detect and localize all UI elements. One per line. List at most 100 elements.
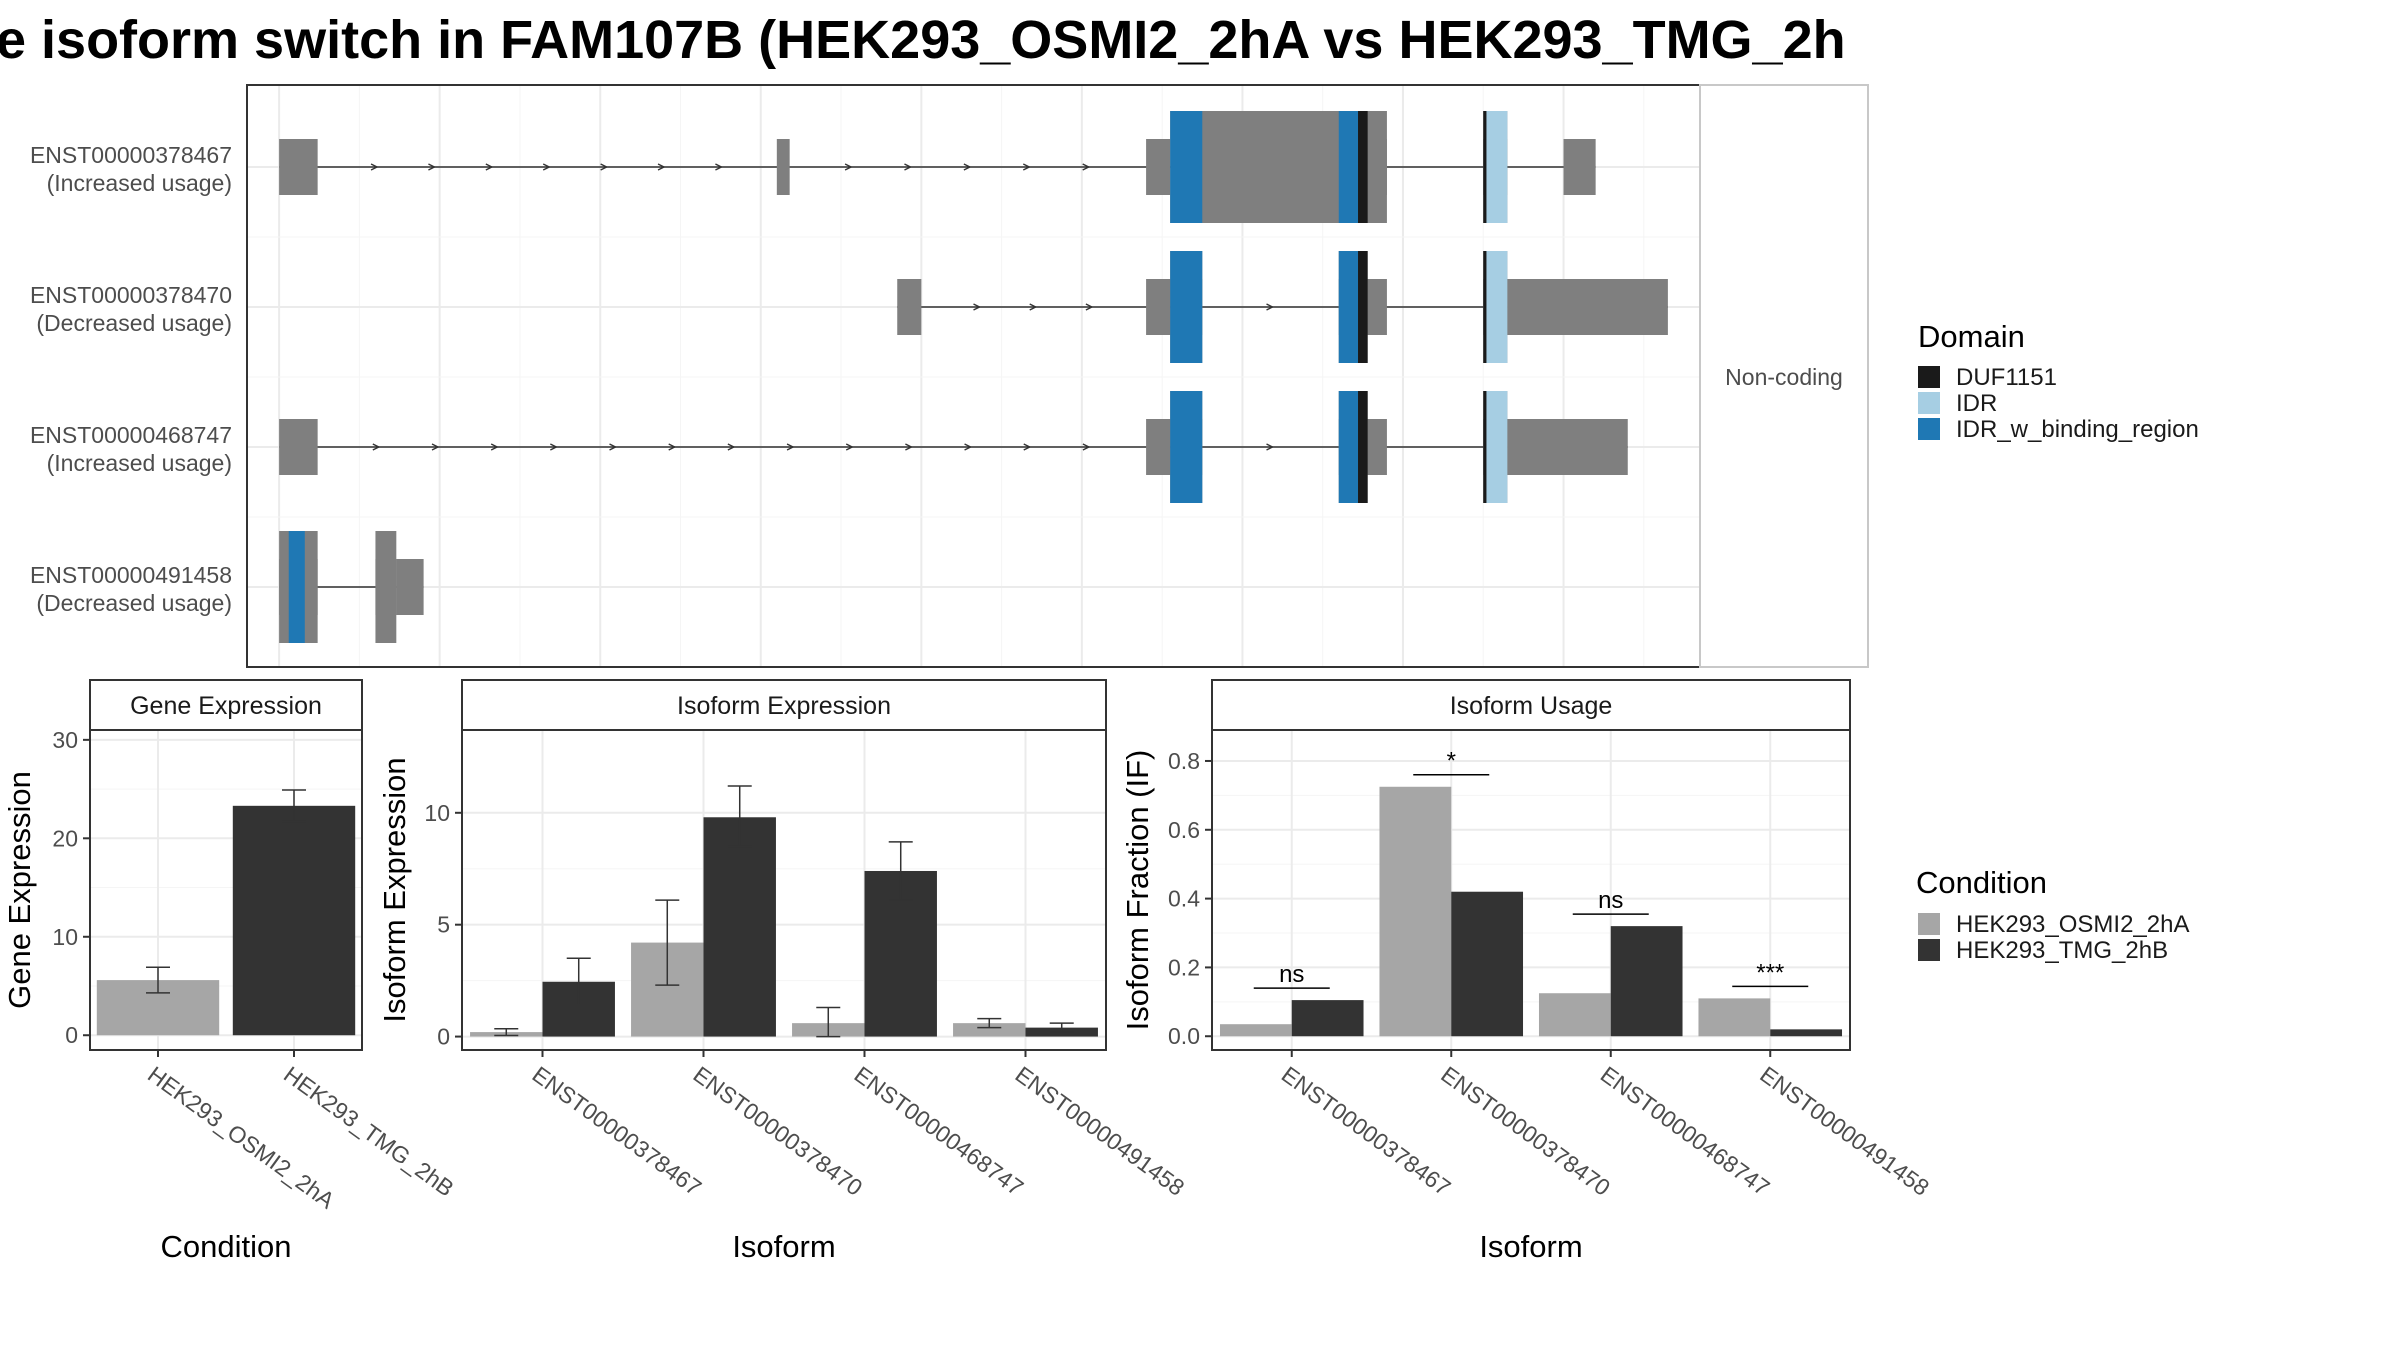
domain-DUF1151 [1483, 111, 1487, 223]
domain-IDR_w_binding_region [1338, 391, 1359, 503]
intron-direction-arrow [1082, 163, 1091, 171]
y-tick-label: 0.4 [1168, 886, 1200, 912]
intron-direction-arrow [1022, 163, 1031, 171]
panel-strip-box [1211, 679, 1851, 731]
exon-utr [279, 139, 318, 195]
intron-direction-arrow [905, 443, 913, 451]
intron-direction-arrow [372, 443, 381, 451]
significance-label: * [1447, 748, 1456, 775]
x-axis-title: Isoform [732, 1229, 835, 1264]
intron-direction-arrow [1029, 303, 1038, 311]
intron-direction-arrow [542, 163, 551, 171]
domain-legend-key [1918, 418, 1940, 440]
transcript-usage-label: (Decreased usage) [36, 310, 232, 336]
exon-utr [897, 279, 922, 335]
intron-direction-arrow [370, 163, 379, 171]
bar [953, 1023, 1026, 1037]
y-tick-label: 0.2 [1168, 954, 1200, 980]
bar [1219, 1024, 1292, 1037]
intron-direction-arrow [1023, 443, 1032, 451]
bar [1379, 786, 1452, 1037]
y-tick-label: 5 [437, 912, 450, 938]
isoform-usage-panel: Isoform Usage ns * ns *** 0.0 0.2 0.4 0.6 0.8 ENST… [1120, 679, 1934, 1264]
bar [232, 805, 356, 1036]
y-tick-label: 0.6 [1168, 817, 1200, 843]
transcript-usage-label: (Increased usage) [47, 450, 232, 476]
domain-DUF1151 [1358, 251, 1368, 363]
exon-utr [279, 419, 318, 475]
intron-direction-arrow [428, 163, 437, 171]
intron-direction-arrow [668, 443, 677, 451]
intron-direction-arrow [609, 443, 618, 451]
exon-utr [1146, 139, 1171, 195]
bar [1538, 993, 1611, 1037]
exon-utr [1563, 139, 1596, 195]
intron-direction-arrow [845, 443, 854, 451]
y-tick-label: 0 [437, 1024, 450, 1050]
domain-IDR_w_binding_region [1338, 251, 1359, 363]
figure-title: e isoform switch in FAM107B (HEK293_OSMI… [0, 10, 1846, 70]
intron-direction-arrow [1266, 303, 1275, 311]
x-tick-label: ENST00000468747 [850, 1061, 1029, 1201]
intron-direction-arrow [963, 163, 972, 171]
domain-legend-key [1918, 366, 1940, 388]
domain-IDR_w_binding_region [1338, 111, 1359, 223]
exon-utr [396, 559, 424, 615]
domain-IDR_w_binding_region [1170, 391, 1203, 503]
y-tick-label: 0 [65, 1022, 78, 1048]
domain-IDR [1486, 251, 1508, 363]
condition-legend-key [1918, 939, 1940, 961]
y-tick-label: 10 [424, 800, 450, 826]
intron-direction-arrow [657, 163, 666, 171]
panel-border [89, 729, 363, 1051]
bar [703, 817, 776, 1037]
x-tick-label: ENST00000468747 [1596, 1061, 1775, 1201]
bar [1698, 998, 1771, 1037]
transcript-label: ENST00000378467 [30, 142, 232, 168]
panel-strip-title: Isoform Expression [677, 692, 891, 720]
transcript-ENST00000491458 [279, 531, 424, 643]
condition-legend-key [1918, 913, 1940, 935]
y-tick-label: 30 [52, 727, 78, 753]
structure-plot-background [247, 85, 1700, 667]
panel-strip-title: Gene Expression [130, 692, 322, 720]
transcript-ENST00000468747 [279, 391, 1628, 503]
exon-utr [776, 139, 790, 195]
isoform-expression-panel: Isoform Expression 0 5 10 ENST00000378467 ENS… [377, 679, 1190, 1264]
intron-direction-arrow [600, 163, 609, 171]
domain-IDR_w_binding_region [1170, 111, 1203, 223]
domain-IDR_w_binding_region [1170, 251, 1203, 363]
domain-legend-label: IDR [1956, 390, 1997, 417]
transcript-label: ENST00000378470 [30, 282, 232, 308]
facet-strip-box [1699, 84, 1869, 668]
panel-strip-box [461, 679, 1107, 731]
x-tick-label: ENST00000491458 [1011, 1061, 1190, 1201]
exon-utr [1507, 419, 1628, 475]
y-tick-label: 0.0 [1168, 1023, 1200, 1049]
domain-legend-label: DUF1151 [1956, 364, 2057, 391]
y-tick-label: 20 [52, 825, 78, 851]
bar [1610, 926, 1683, 1037]
x-tick-label: ENST00000378470 [1436, 1061, 1615, 1201]
x-tick-label: ENST00000378467 [528, 1061, 707, 1201]
domain-DUF1151 [1483, 391, 1487, 503]
transcript-label: ENST00000468747 [30, 422, 232, 448]
intron-direction-arrow [973, 303, 982, 311]
intron-direction-arrow [1085, 303, 1094, 311]
x-tick-label: ENST00000491458 [1755, 1061, 1934, 1201]
panel-strip-box [89, 679, 363, 731]
transcript-ENST00000378467 [279, 111, 1596, 223]
y-tick-label: 10 [52, 924, 78, 950]
exon-utr [1507, 279, 1668, 335]
significance-label: *** [1756, 959, 1784, 986]
domain-DUF1151 [1358, 391, 1368, 503]
intron-direction-arrow [431, 443, 440, 451]
transcript-usage-label: (Decreased usage) [36, 590, 232, 616]
y-tick-label: 0.8 [1168, 748, 1200, 774]
domain-IDR [1486, 391, 1508, 503]
panel-strip-title: Isoform Usage [1450, 692, 1613, 720]
transcript-usage-label: (Increased usage) [47, 170, 232, 196]
bar [1770, 1029, 1843, 1037]
intron-direction-arrow [727, 443, 736, 451]
